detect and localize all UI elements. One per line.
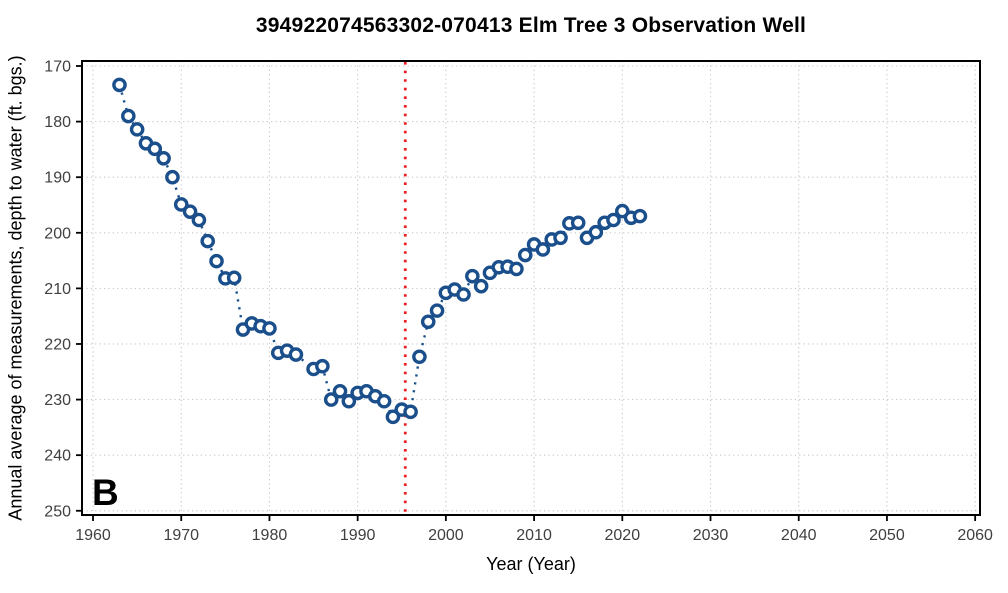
x-tick-label: 2020 — [605, 527, 641, 544]
trend-line — [118, 84, 641, 419]
x-axis-label: Year (Year) — [486, 554, 576, 574]
x-tick-label: 2040 — [781, 527, 817, 544]
data-point — [385, 409, 401, 425]
data-point — [456, 287, 471, 302]
data-point — [332, 383, 348, 399]
x-tick-label: 2010 — [516, 527, 552, 544]
x-tick-label: 2030 — [693, 527, 729, 544]
data-point — [403, 404, 418, 420]
data-point — [429, 303, 445, 318]
data-point — [376, 393, 392, 409]
y-tick-label: 200 — [44, 225, 71, 242]
y-tick-label: 170 — [44, 59, 71, 76]
data-point — [165, 169, 180, 185]
x-tick-label: 2060 — [957, 527, 993, 544]
y-tick-label: 220 — [44, 336, 71, 353]
data-point — [473, 278, 489, 294]
x-tick-label: 1980 — [252, 527, 288, 544]
data-point — [121, 108, 136, 124]
data-point — [288, 347, 304, 362]
data-point — [112, 77, 127, 93]
data-point — [606, 212, 621, 228]
chart-title: 394922074563302-070413 Elm Tree 3 Observ… — [255, 14, 807, 37]
data-point — [147, 141, 163, 157]
data-point — [509, 261, 524, 277]
data-point — [465, 268, 480, 284]
data-point — [262, 321, 277, 336]
x-tick-label: 1990 — [340, 527, 376, 544]
data-point — [200, 233, 216, 249]
x-tick-label: 2050 — [869, 527, 905, 544]
data-point — [191, 212, 207, 228]
panel-label-b: B — [92, 472, 119, 513]
data-point — [517, 247, 533, 263]
data-point — [315, 358, 330, 374]
data-point — [209, 253, 224, 269]
data-point — [632, 208, 648, 224]
x-tick-label: 2000 — [428, 527, 464, 544]
data-point — [588, 224, 604, 240]
data-point — [570, 215, 586, 231]
y-tick-label: 250 — [44, 503, 71, 520]
data-point — [182, 204, 198, 219]
y-tick-label: 230 — [44, 392, 71, 409]
y-tick-label: 210 — [44, 281, 71, 298]
y-tick-label: 180 — [44, 114, 71, 131]
data-point — [323, 392, 339, 407]
data-point — [129, 122, 145, 137]
y-tick-label: 190 — [44, 170, 71, 187]
x-tick-label: 1960 — [75, 527, 111, 544]
x-tick-label: 1970 — [163, 527, 199, 544]
data-point — [341, 393, 357, 409]
data-point — [173, 197, 189, 212]
data-point — [553, 230, 568, 246]
y-tick-label: 240 — [44, 448, 71, 465]
data-point — [226, 270, 242, 286]
data-point — [535, 242, 551, 257]
data-point — [420, 314, 436, 330]
data-point — [156, 150, 171, 166]
data-point — [412, 349, 427, 365]
